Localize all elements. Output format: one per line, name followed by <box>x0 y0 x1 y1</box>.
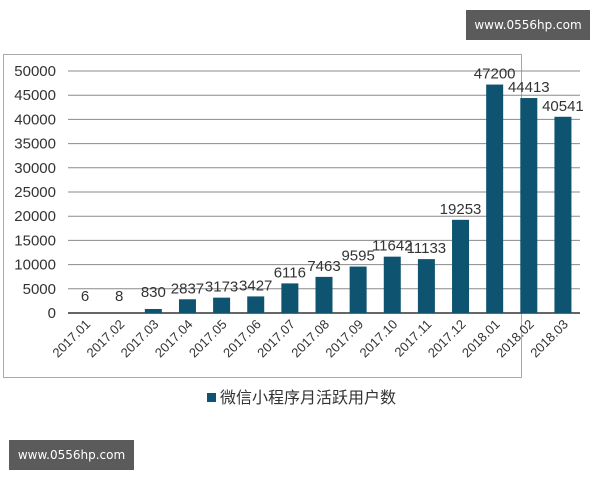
bar <box>349 266 367 313</box>
y-axis: 0 5000 10000 15000 20000 25000 30000 35000 40000… <box>14 63 56 322</box>
data-label: 47200 <box>474 66 516 83</box>
x-axis: 2017.012017.022017.032017.042017.052017.… <box>49 317 571 361</box>
gridlines <box>68 70 580 314</box>
y-tick-label: 10000 <box>14 257 56 274</box>
data-label: 40541 <box>542 98 584 115</box>
data-label: 6116 <box>274 264 306 281</box>
y-tick-label: 35000 <box>14 136 56 153</box>
legend: 微信小程序月活跃用户数 <box>207 388 396 407</box>
bar <box>247 296 265 313</box>
bars <box>76 84 572 314</box>
data-label: 8 <box>115 288 123 305</box>
legend-label: 微信小程序月活跃用户数 <box>220 388 396 407</box>
bar <box>554 116 572 314</box>
data-label: 830 <box>141 284 166 301</box>
data-label: 3427 <box>239 277 272 294</box>
bar <box>315 276 333 313</box>
bar <box>486 84 504 313</box>
x-tick-label: 2017.10 <box>357 317 401 361</box>
data-label: 7463 <box>307 258 340 275</box>
data-label: 2837 <box>171 280 204 297</box>
y-tick-label: 0 <box>48 305 56 322</box>
y-tick-label: 25000 <box>14 184 56 201</box>
bar <box>213 297 231 313</box>
bar <box>144 308 162 313</box>
bar <box>520 98 538 313</box>
watermark-top: www.0556hp.com <box>466 10 590 40</box>
legend-swatch <box>207 393 216 402</box>
y-tick-label: 40000 <box>14 111 56 128</box>
bar <box>452 219 470 313</box>
bar <box>178 299 196 313</box>
y-tick-label: 30000 <box>14 160 56 177</box>
y-tick-label: 5000 <box>23 281 56 298</box>
data-label: 6 <box>81 288 89 305</box>
bar <box>383 256 401 313</box>
data-label: 44413 <box>508 79 550 96</box>
y-tick-label: 45000 <box>14 87 56 104</box>
y-tick-label: 50000 <box>14 63 56 80</box>
x-tick-label: 2018.03 <box>527 317 571 361</box>
data-label: 19253 <box>440 201 482 218</box>
data-label: 11133 <box>407 240 447 257</box>
bar <box>417 259 435 313</box>
watermark-bottom: www.0556hp.com <box>9 440 134 470</box>
data-label: 11642 <box>372 238 413 255</box>
data-label: 9595 <box>341 248 374 265</box>
bar <box>281 283 299 313</box>
y-tick-label: 15000 <box>14 232 56 249</box>
data-label: 3173 <box>205 279 238 296</box>
y-tick-label: 20000 <box>14 208 56 225</box>
